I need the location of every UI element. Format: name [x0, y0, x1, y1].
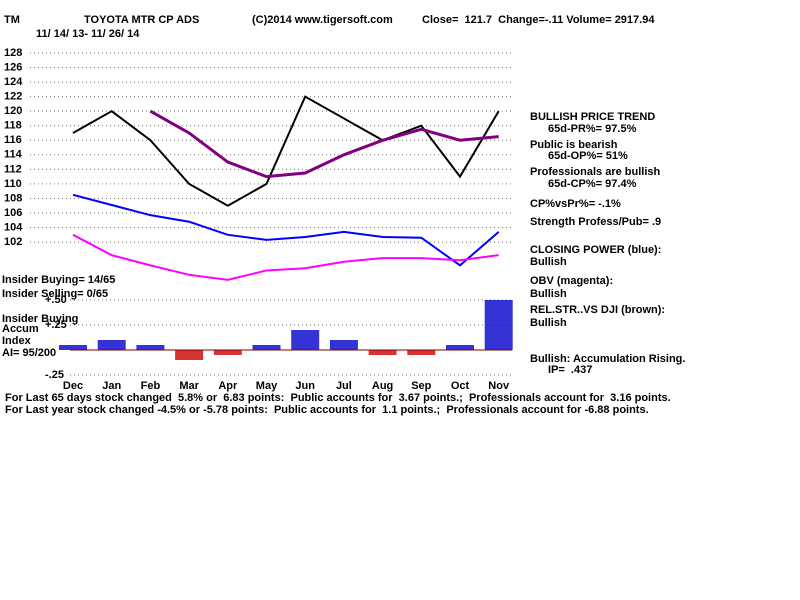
side-note: CP%vsPr%= -.1%	[530, 198, 621, 210]
series-line	[72, 233, 499, 281]
x-tick-label: Oct	[451, 380, 470, 392]
left-note: AI= 95/200	[2, 347, 56, 359]
x-tick-label: May	[256, 380, 278, 392]
bar	[213, 350, 242, 355]
x-tick-label: Apr	[218, 380, 238, 392]
side-note: Bullish	[530, 317, 567, 329]
symbol: TM	[4, 14, 20, 26]
bar	[59, 345, 87, 350]
x-tick-label: Jan	[102, 380, 121, 392]
side-note: Professionals are bullish	[530, 166, 660, 178]
y-tick-label: 106	[4, 207, 22, 219]
side-note: Bullish	[530, 256, 567, 268]
y-tick-label: 126	[4, 61, 22, 73]
x-tick-label: Nov	[488, 380, 510, 392]
bar	[446, 345, 474, 350]
side-note: Strength Profess/Pub= .9	[530, 216, 661, 228]
y-tick-label: 112	[4, 163, 22, 175]
quote: Close= 121.7 Change=-.11 Volume= 2917.94	[422, 14, 655, 26]
y-tick-label: +.50	[45, 294, 67, 306]
side-note: IP= .437	[548, 364, 592, 376]
y-tick-label: 118	[4, 120, 22, 132]
copyright: (C)2014 www.tigersoft.com	[252, 14, 393, 26]
side-note: 65d-CP%= 97.4%	[548, 178, 637, 190]
side-note: Public is bearish	[530, 139, 618, 151]
y-tick-label: 122	[4, 91, 22, 103]
side-note: 65d-OP%= 51%	[548, 150, 628, 162]
y-tick-label: 124	[4, 76, 23, 88]
bar	[484, 300, 513, 350]
x-tick-label: Jun	[295, 380, 315, 392]
left-note: Insider Buying	[2, 313, 78, 325]
side-note: 65d-PR%= 97.5%	[548, 123, 637, 135]
series-line	[149, 109, 499, 179]
bar	[291, 330, 320, 350]
side-note: REL.STR..VS DJI (brown):	[530, 304, 665, 316]
bar	[407, 350, 436, 355]
left-note: Insider Buying= 14/65	[2, 274, 115, 286]
bar	[252, 345, 281, 350]
company: TOYOTA MTR CP ADS	[84, 14, 199, 26]
y-tick-label: 102	[4, 236, 22, 248]
side-note: Bullish: Accumulation Rising.	[530, 353, 685, 365]
x-tick-label: Aug	[372, 380, 393, 392]
x-tick-label: Sep	[411, 380, 431, 392]
y-tick-label: 114	[4, 149, 23, 161]
bar	[175, 350, 204, 360]
bar	[329, 340, 358, 350]
side-note: Bullish	[530, 288, 567, 300]
x-tick-label: Mar	[179, 380, 199, 392]
x-tick-label: Jul	[336, 380, 352, 392]
side-note: BULLISH PRICE TREND	[530, 111, 655, 123]
y-tick-label: 120	[4, 105, 22, 117]
left-note: Insider Selling= 0/65	[2, 288, 108, 300]
series-line	[72, 95, 500, 207]
series-line	[72, 193, 500, 267]
bar	[368, 350, 397, 355]
y-tick-label: 108	[4, 192, 22, 204]
x-tick-label: Dec	[63, 380, 83, 392]
y-tick-label: 110	[4, 178, 22, 190]
left-note: Accum	[2, 323, 39, 335]
bar	[97, 340, 126, 350]
y-tick-label: -.25	[45, 369, 64, 381]
side-note: CLOSING POWER (blue):	[530, 244, 661, 256]
bar	[136, 345, 165, 350]
footer-line: For Last year stock changed -4.5% or -5.…	[5, 404, 649, 416]
side-note: OBV (magenta):	[530, 275, 613, 287]
y-tick-label: 104	[4, 221, 23, 233]
left-note: Index	[2, 335, 32, 347]
x-tick-label: Feb	[141, 380, 161, 392]
footer-line: For Last 65 days stock changed 5.8% or 6…	[5, 392, 671, 404]
y-tick-label: 116	[4, 134, 22, 146]
y-tick-label: +.25	[45, 319, 67, 331]
y-tick-label: 128	[4, 47, 22, 59]
date-range: 11/ 14/ 13- 11/ 26/ 14	[36, 28, 140, 40]
